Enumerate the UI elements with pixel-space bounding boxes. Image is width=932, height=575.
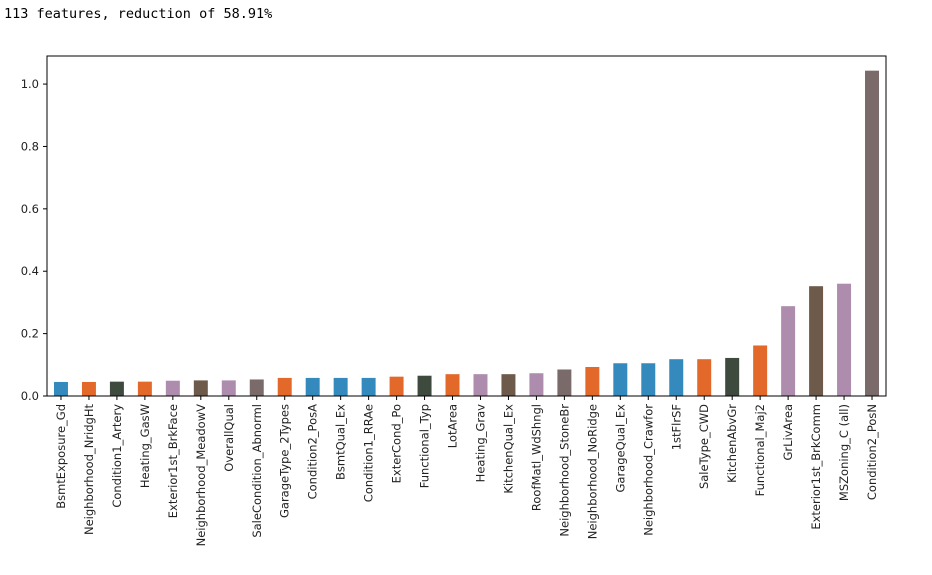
x-tick-label: Condition2_PosN <box>865 404 879 500</box>
x-tick-label: Neighborhood_MeadowV <box>194 404 208 547</box>
x-tick-label: OverallQual <box>222 404 236 472</box>
x-tick-label: MSZoning_C (all) <box>837 404 851 501</box>
x-tick-label: Functional_Maj2 <box>753 404 767 496</box>
bar-overallqual <box>221 380 236 396</box>
x-tick-label: GrLivArea <box>781 404 795 461</box>
bar-lotarea <box>445 374 460 396</box>
bar-heating-grav <box>473 374 488 396</box>
bar-mszoning-c-all- <box>837 283 852 396</box>
x-tick-label: 1stFlrSF <box>669 404 683 450</box>
y-tick-label: 0.8 <box>21 139 39 153</box>
bar-extercond-po <box>389 376 404 396</box>
x-axis: BsmtExposure_Gd Neighborhood_NridgHt Condi… <box>54 396 879 546</box>
x-tick-label: Functional_Typ <box>418 404 432 488</box>
bar-neighborhood-stonebr <box>557 369 572 396</box>
x-tick-label: BsmtQual_Ex <box>334 404 348 480</box>
bar-bsmtqual-ex <box>333 377 348 396</box>
x-tick-label: SaleCondition_Abnorml <box>250 404 264 538</box>
x-tick-label: Neighborhood_NoRidge <box>585 404 599 539</box>
x-tick-label: Condition1_RRAe <box>362 404 376 502</box>
bar-exterior1st-brkcomm <box>809 286 824 396</box>
y-tick-label: 0.6 <box>21 202 39 216</box>
bar-roofmatl-wdshngl <box>529 373 544 396</box>
bar-functional-typ <box>417 375 432 396</box>
bar-kitchenqual-ex <box>501 374 516 396</box>
x-tick-label: Neighborhood_StoneBr <box>557 404 571 537</box>
bar-heating-gasw <box>137 381 152 396</box>
bar-neighborhood-crawfor <box>641 363 656 396</box>
x-tick-label: Neighborhood_NridgHt <box>82 404 96 536</box>
bar-grlivarea <box>781 306 796 396</box>
x-tick-label: Heating_GasW <box>138 404 152 488</box>
x-tick-label: SaleType_CWD <box>697 404 711 489</box>
bar-garagetype-2types <box>277 377 292 396</box>
y-tick-label: 0.2 <box>21 327 39 341</box>
bar-condition1-rrae <box>361 377 376 396</box>
x-tick-label: Condition2_PosA <box>306 404 320 499</box>
bars-layer <box>53 70 879 396</box>
bar-garagequal-ex <box>613 363 628 396</box>
x-tick-label: KitchenQual_Ex <box>501 404 515 494</box>
bar-neighborhood-meadowv <box>193 380 208 396</box>
axes-box <box>46 55 887 397</box>
bar-neighborhood-nridght <box>81 381 96 396</box>
x-tick-label: Exterior1st_BrkFace <box>166 404 180 518</box>
x-tick-label: Heating_Grav <box>473 404 487 482</box>
cell-output-text: 113 features, reduction of 58.91% <box>4 6 273 22</box>
bar-saletype-cwd <box>697 359 712 396</box>
x-tick-label: Condition1_Artery <box>110 404 124 508</box>
bar-condition2-posa <box>305 377 320 396</box>
x-tick-label: GarageQual_Ex <box>613 404 627 493</box>
y-tick-label: 0.4 <box>21 264 39 278</box>
x-tick-label: ExterCond_Po <box>390 404 404 483</box>
x-tick-label: RoofMatl_WdShngl <box>529 404 543 511</box>
plot-frame <box>46 55 887 397</box>
bar-functional-maj2 <box>753 345 768 396</box>
x-tick-label: Neighborhood_Crawfor <box>641 404 655 536</box>
x-tick-label: BsmtExposure_Gd <box>54 404 68 509</box>
bar-condition2-posn <box>865 70 879 396</box>
x-tick-label: LotArea <box>446 404 460 448</box>
bar-exterior1st-brkface <box>165 380 180 396</box>
bar-1stflrsf <box>669 359 684 396</box>
bar-salecondition-abnorml <box>249 379 264 396</box>
y-tick-label: 0.0 <box>21 389 39 403</box>
y-axis: 0.0 0.2 0.4 0.6 0.8 1.0 <box>21 77 47 403</box>
bar-condition1-artery <box>109 381 124 396</box>
bar-bsmtexposure-gd <box>53 381 68 396</box>
x-tick-label: GarageType_2Types <box>278 404 292 518</box>
y-tick-label: 1.0 <box>21 77 39 91</box>
bar-neighborhood-noridge <box>585 366 600 396</box>
x-tick-label: Exterior1st_BrkComm <box>809 404 823 530</box>
bar-kitchenabvgr <box>725 357 740 396</box>
x-tick-label: KitchenAbvGr <box>725 404 739 483</box>
